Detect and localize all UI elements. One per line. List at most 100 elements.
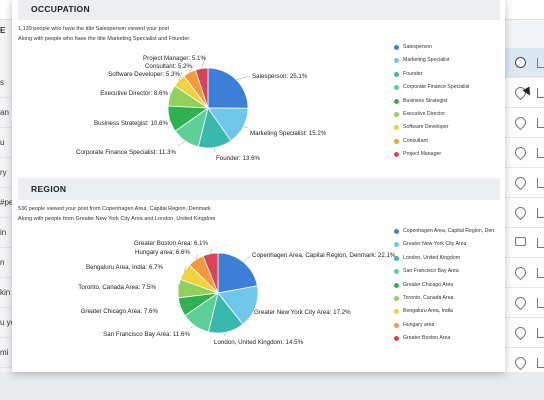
background-row-actions[interactable] — [505, 138, 544, 168]
region-legend-item-5[interactable]: Toronto, Canada Area — [394, 295, 504, 308]
analytics-icon[interactable] — [537, 358, 544, 368]
analytics-icon[interactable] — [537, 328, 544, 338]
region-leader-line-6 — [183, 265, 187, 272]
location-pin-icon[interactable] — [512, 324, 529, 341]
location-pin-icon[interactable] — [512, 144, 529, 161]
region-legend-item-4[interactable]: Greater Chicago Area — [394, 282, 504, 295]
region-legend-item-0[interactable]: Copenhagen Area, Capital Region, Den — [394, 228, 504, 241]
legend-label: Executive Director — [403, 110, 446, 117]
video-icon[interactable] — [515, 237, 526, 246]
legend-swatch — [394, 322, 399, 328]
location-pin-icon[interactable] — [512, 174, 529, 191]
region-legend-item-7[interactable]: Hungary area — [394, 322, 504, 335]
legend-swatch — [394, 269, 399, 275]
background-row-text: an — [0, 98, 12, 128]
location-pin-icon[interactable] — [512, 204, 529, 221]
background-row-actions[interactable] — [505, 168, 544, 198]
location-pin-icon[interactable] — [515, 57, 526, 68]
region-data-label-4: Greater Chicago Area: 7.6% — [81, 308, 159, 315]
legend-swatch — [394, 125, 399, 131]
background-row-text: #pe — [0, 188, 12, 218]
legend-label: Founder — [403, 70, 423, 77]
region-legend-item-8[interactable]: Greater Boston Area — [394, 335, 504, 348]
legend-swatch — [394, 111, 399, 117]
region-data-label-3: San Francisco Bay Area: 11.6% — [103, 331, 190, 338]
analytics-icon[interactable] — [537, 58, 544, 68]
region-legend-item-3[interactable]: San Francisco Bay Area — [394, 268, 504, 281]
location-pin-icon[interactable] — [512, 354, 529, 371]
region-legend-item-1[interactable]: Greater New York City Area — [394, 241, 504, 254]
region-legend-item-2[interactable]: London, United Kingdom — [394, 255, 504, 268]
legend-swatch — [394, 309, 399, 315]
location-pin-icon[interactable] — [512, 294, 529, 311]
background-row-actions[interactable] — [505, 198, 544, 228]
background-row-text: mi — [0, 338, 12, 368]
analytics-icon[interactable] — [537, 298, 544, 308]
legend-swatch — [394, 45, 399, 50]
region-data-label-7: Hungary area: 6.6% — [135, 249, 191, 256]
post-analytics-modal: OCCUPATION 1,139 people who have the tit… — [12, 0, 505, 372]
occupation-legend-item-1[interactable]: Marketing Specialist — [394, 57, 504, 70]
occupation-legend-item-6[interactable]: Software Developer — [394, 124, 504, 137]
location-pin-icon[interactable] — [512, 114, 529, 131]
analytics-icon[interactable] — [537, 208, 544, 218]
occupation-leader-line-6 — [178, 71, 183, 81]
background-row-text: kin — [0, 278, 12, 308]
background-row-text: in — [0, 218, 12, 248]
analytics-icon[interactable] — [537, 178, 544, 188]
analytics-icon[interactable] — [537, 88, 544, 98]
legend-label: Greater Boston Area — [403, 335, 451, 342]
background-row-actions[interactable] — [505, 228, 544, 258]
background-row-actions[interactable] — [505, 78, 544, 108]
analytics-icon[interactable] — [537, 268, 544, 278]
legend-label: Greater Chicago Area — [403, 281, 454, 288]
legend-swatch — [394, 58, 399, 64]
legend-label: Toronto, Canada Area — [403, 294, 454, 301]
legend-label: Project Manager — [403, 151, 442, 158]
legend-swatch — [394, 255, 399, 261]
background-row-text: u yo — [0, 308, 12, 338]
region-data-label-1: Greater New York City Area: 17.2% — [254, 309, 351, 316]
occupation-leader-line-3 — [177, 140, 186, 147]
occupation-leader-line-8 — [201, 57, 206, 69]
analytics-icon[interactable] — [537, 148, 544, 158]
background-row-actions[interactable] — [505, 288, 544, 318]
occupation-data-label-6: Software Developer: 5.3% — [108, 71, 180, 78]
analytics-icon[interactable] — [537, 238, 544, 248]
background-row-actions[interactable] — [505, 258, 544, 288]
region-data-label-2: London, United Kingdom: 14.5% — [214, 339, 304, 346]
background-row-text: n — [0, 248, 12, 278]
region-legend-item-6[interactable]: Bengaluru Area, India — [394, 308, 504, 321]
occupation-legend-item-3[interactable]: Corporate Finance Specialist — [394, 84, 504, 97]
occupation-leader-line-1 — [243, 126, 249, 129]
background-bottom — [0, 372, 544, 400]
region-description-secondary: Along with people from Greater New York … — [18, 216, 216, 222]
background-left-heading: E — [0, 26, 6, 35]
occupation-slice-0[interactable] — [207, 67, 249, 109]
legend-swatch — [394, 242, 399, 248]
background-row-actions[interactable] — [505, 48, 544, 78]
occupation-legend-item-8[interactable]: Project Manager — [394, 151, 504, 164]
occupation-legend-item-7[interactable]: Consultant — [394, 138, 504, 151]
occupation-section-header: OCCUPATION — [18, 0, 500, 20]
region-legend: Copenhagen Area, Capital Region, Den Grea… — [394, 228, 504, 349]
occupation-legend-item-2[interactable]: Founder — [394, 71, 504, 84]
occupation-data-label-2: Founder: 13.6% — [216, 155, 261, 162]
occupation-data-label-3: Corporate Finance Specialist: 11.3% — [76, 149, 176, 156]
occupation-legend-item-5[interactable]: Executive Director — [394, 111, 504, 124]
legend-label: San Francisco Bay Area — [403, 268, 459, 275]
background-row-actions[interactable] — [505, 318, 544, 348]
occupation-legend-item-4[interactable]: Business Strategist — [394, 98, 504, 111]
background-row-actions[interactable] — [505, 108, 544, 138]
region-slice-0[interactable] — [217, 252, 258, 294]
legend-label: Salesperson — [403, 44, 432, 50]
location-pin-icon[interactable] — [512, 264, 529, 281]
legend-swatch — [394, 152, 399, 158]
occupation-leader-line-7 — [189, 64, 195, 73]
analytics-icon[interactable] — [537, 118, 544, 128]
occupation-leader-line-0 — [236, 75, 251, 81]
occupation-legend-item-0[interactable]: Salesperson — [394, 44, 504, 57]
legend-label: Greater New York City Area — [403, 241, 467, 248]
region-slice-8[interactable] — [202, 252, 219, 294]
